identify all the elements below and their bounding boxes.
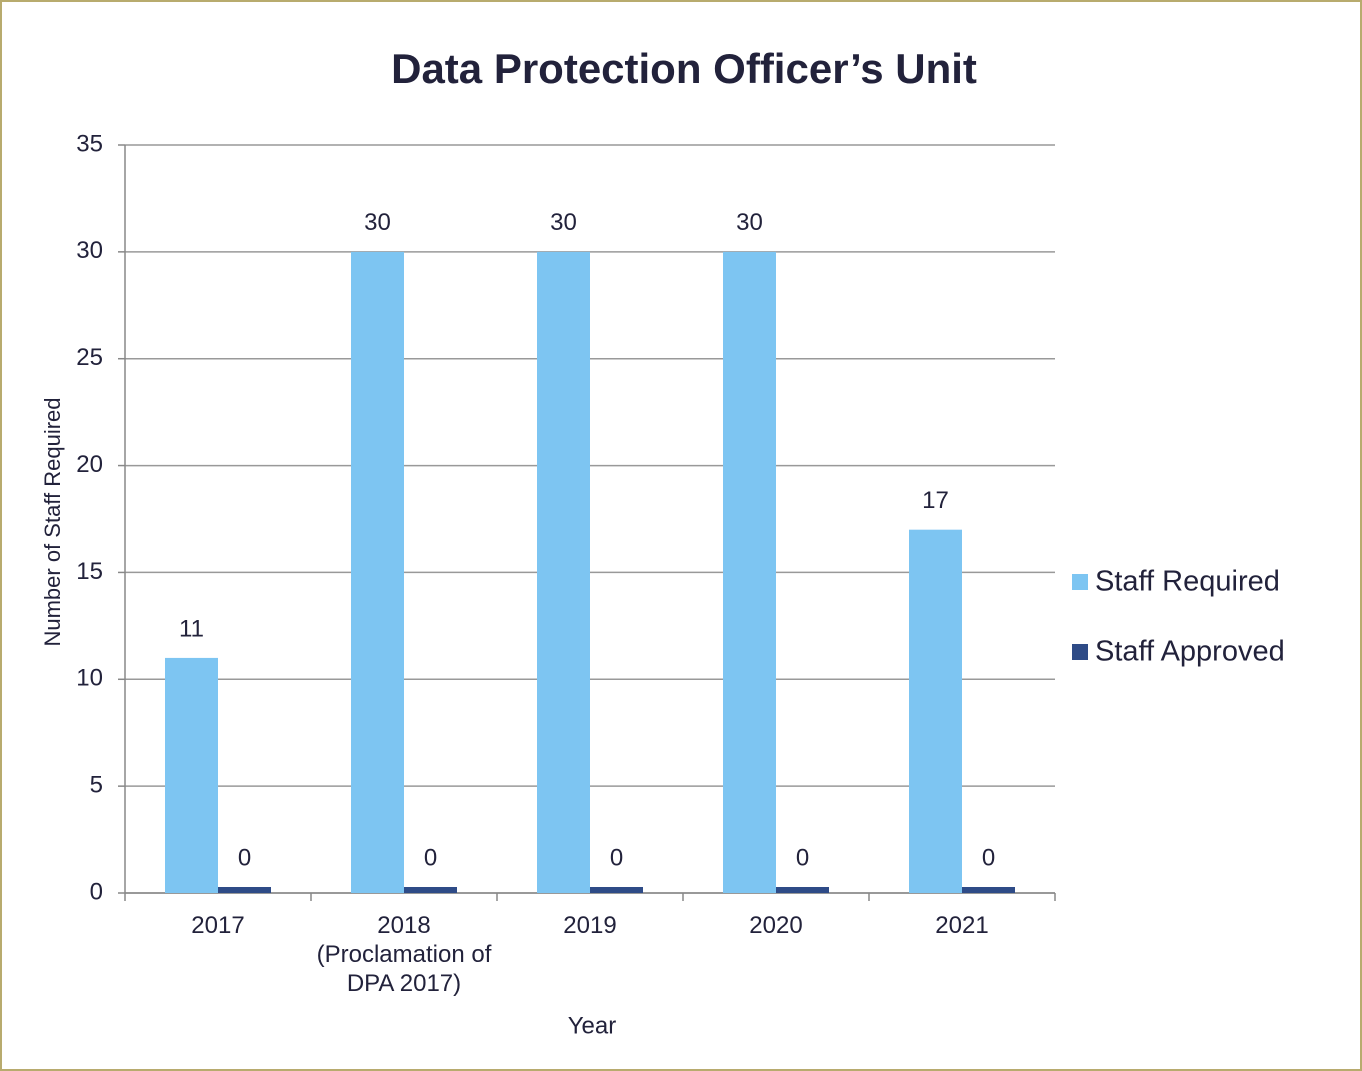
data-label: 0: [238, 844, 251, 871]
y-axis-label: Number of Staff Required: [40, 397, 65, 646]
y-tick-label: 0: [90, 878, 103, 905]
bar: [218, 887, 271, 893]
bar: [165, 657, 218, 893]
bar: [537, 251, 590, 893]
bar: [351, 251, 404, 893]
legend-label: Staff Approved: [1095, 636, 1285, 668]
x-tick-label: 2018 (Proclamation of DPA 2017): [316, 912, 492, 997]
x-tick-label: 2019: [563, 912, 617, 939]
chart-title: Data Protection Officer’s Unit: [391, 45, 977, 92]
y-tick-label: 30: [76, 237, 103, 264]
bar: [723, 251, 776, 893]
y-tick-label: 20: [76, 451, 103, 478]
data-label: 30: [550, 209, 577, 236]
y-tick-label: 15: [76, 558, 103, 585]
bar: [962, 887, 1015, 893]
y-tick-label: 10: [76, 665, 103, 692]
data-label: 0: [982, 844, 995, 871]
x-axis-label: Year: [568, 1012, 617, 1039]
y-tick-label: 35: [76, 130, 103, 157]
bar: [776, 887, 829, 893]
data-label: 0: [424, 844, 437, 871]
data-label: 30: [364, 209, 391, 236]
x-tick-label: 2020: [749, 912, 803, 939]
bar: [404, 887, 457, 893]
x-tick-label: 2017: [191, 912, 245, 939]
x-tick-label: 2021: [935, 912, 989, 939]
data-label: 0: [796, 844, 809, 871]
data-label: 0: [610, 844, 623, 871]
y-tick-label: 5: [90, 771, 103, 798]
data-label: 17: [922, 487, 949, 514]
data-label: 11: [179, 615, 204, 642]
legend-swatch: [1072, 644, 1088, 660]
legend-label: Staff Required: [1095, 566, 1280, 598]
legend-swatch: [1072, 574, 1088, 590]
data-label: 30: [736, 209, 763, 236]
bar: [909, 529, 962, 893]
y-tick-label: 25: [76, 344, 103, 371]
bar: [590, 887, 643, 893]
